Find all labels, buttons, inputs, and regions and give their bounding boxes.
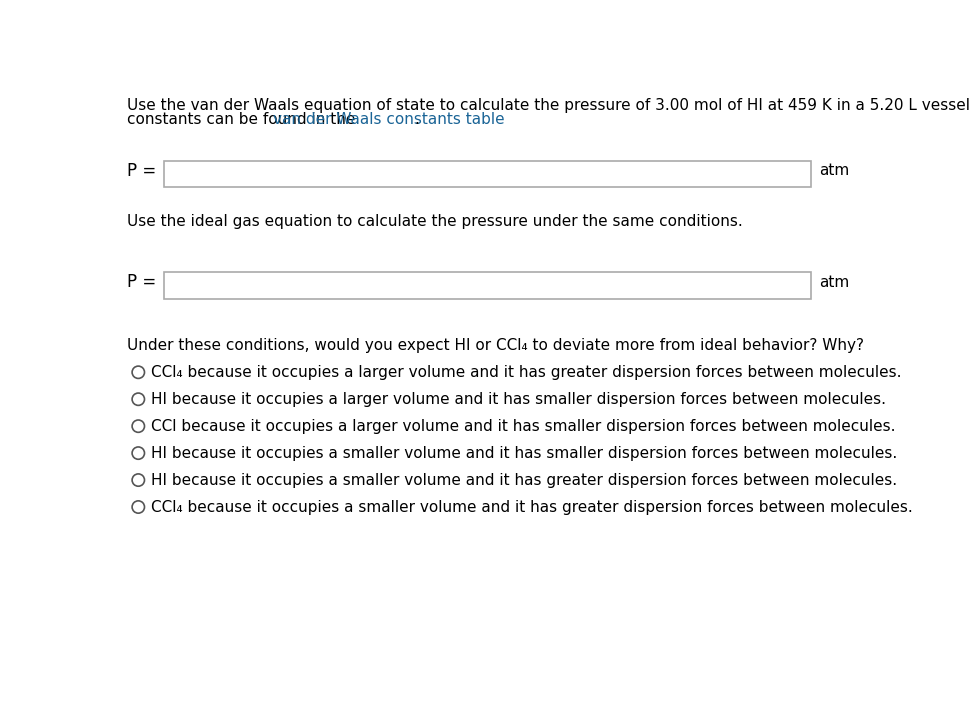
Circle shape xyxy=(132,366,144,379)
FancyBboxPatch shape xyxy=(164,160,810,187)
Circle shape xyxy=(132,447,144,459)
Circle shape xyxy=(132,420,144,432)
FancyBboxPatch shape xyxy=(164,272,810,299)
Text: Use the ideal gas equation to calculate the pressure under the same conditions.: Use the ideal gas equation to calculate … xyxy=(127,215,742,229)
Text: atm: atm xyxy=(818,274,848,290)
Text: CCl because it occupies a larger volume and it has smaller dispersion forces bet: CCl because it occupies a larger volume … xyxy=(150,419,894,434)
Circle shape xyxy=(132,474,144,486)
Text: Use the van der Waals equation of state to calculate the pressure of 3.00 mol of: Use the van der Waals equation of state … xyxy=(127,98,969,113)
Text: CCl₄ because it occupies a smaller volume and it has greater dispersion forces b: CCl₄ because it occupies a smaller volum… xyxy=(150,499,912,515)
Text: P =: P = xyxy=(127,162,157,180)
Circle shape xyxy=(132,501,144,513)
Text: HI because it occupies a larger volume and it has smaller dispersion forces betw: HI because it occupies a larger volume a… xyxy=(150,392,885,407)
Text: HI because it occupies a smaller volume and it has greater dispersion forces bet: HI because it occupies a smaller volume … xyxy=(150,472,896,488)
Text: P =: P = xyxy=(127,273,157,291)
Text: CCl₄ because it occupies a larger volume and it has greater dispersion forces be: CCl₄ because it occupies a larger volume… xyxy=(150,365,900,380)
Text: van der Waals constants table: van der Waals constants table xyxy=(273,112,504,127)
Text: atm: atm xyxy=(818,163,848,178)
Text: HI because it occupies a smaller volume and it has smaller dispersion forces bet: HI because it occupies a smaller volume … xyxy=(150,446,896,461)
Circle shape xyxy=(132,393,144,405)
Text: constants can be found in the: constants can be found in the xyxy=(127,112,360,127)
Text: Under these conditions, would you expect HI or CCl₄ to deviate more from ideal b: Under these conditions, would you expect… xyxy=(127,339,863,353)
Text: .: . xyxy=(414,112,419,127)
